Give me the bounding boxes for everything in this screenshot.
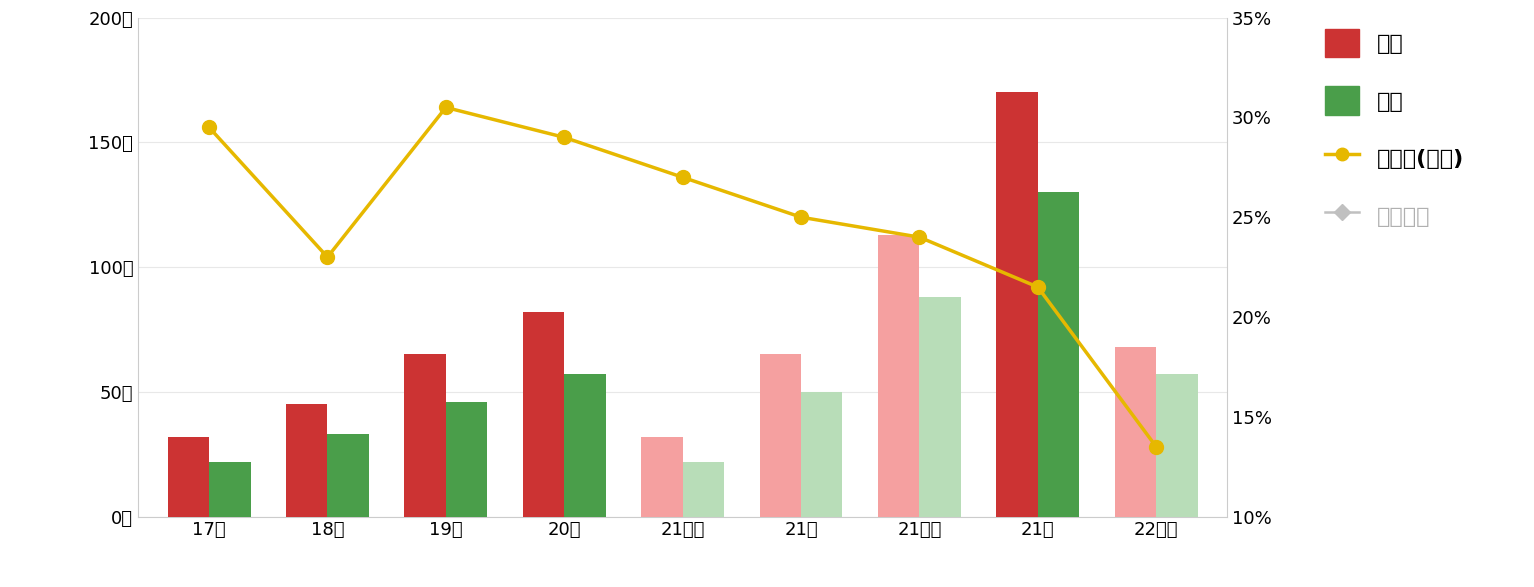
Bar: [1115, 347, 1157, 517]
Bar: [997, 93, 1039, 517]
Bar: [683, 461, 724, 517]
Bar: [285, 404, 327, 517]
Bar: [919, 297, 960, 517]
Bar: [1039, 193, 1080, 517]
Bar: [877, 235, 919, 517]
Bar: [565, 375, 606, 517]
Bar: [446, 402, 488, 517]
Bar: [523, 312, 565, 517]
Bar: [405, 355, 446, 517]
Bar: [1157, 375, 1198, 517]
Bar: [801, 392, 842, 517]
Bar: [641, 437, 683, 517]
Bar: [327, 434, 368, 517]
Bar: [759, 355, 801, 517]
Bar: [167, 437, 209, 517]
Bar: [209, 461, 250, 517]
Legend: 收入, 成本, 毛利率(右轴), 亿纬锂能: 收入, 成本, 毛利率(右轴), 亿纬锂能: [1325, 29, 1463, 230]
